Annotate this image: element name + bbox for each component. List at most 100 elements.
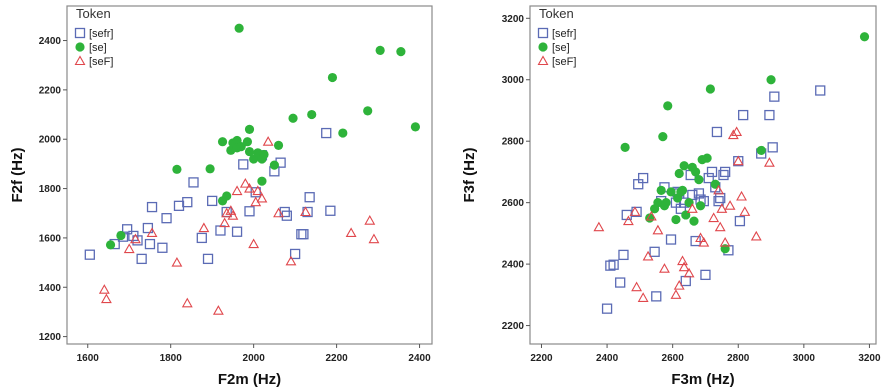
legend-marker-sefr xyxy=(539,29,548,38)
data-point-seF xyxy=(369,235,378,243)
data-point-sefr xyxy=(148,203,157,212)
legend-entry-se: [se] xyxy=(89,42,107,54)
data-point-seF xyxy=(716,223,725,231)
legend-entry-sefr: [sefr] xyxy=(89,28,113,40)
data-points xyxy=(594,32,869,313)
data-point-sefr xyxy=(245,207,254,216)
y-tick-label: 3000 xyxy=(502,75,525,86)
y-tick-label: 1600 xyxy=(39,233,62,244)
data-point-seF xyxy=(632,283,641,291)
data-point-se xyxy=(270,161,279,170)
y-axis-label: F2f (Hz) xyxy=(9,148,26,203)
data-point-se xyxy=(657,186,666,195)
legend-entry-se: [se] xyxy=(552,42,570,54)
data-point-seF xyxy=(752,232,761,240)
y-tick-label: 3200 xyxy=(502,14,525,25)
data-point-se xyxy=(711,180,720,189)
data-point-se xyxy=(681,210,690,219)
data-point-sefr xyxy=(305,193,314,202)
data-point-se xyxy=(328,73,337,82)
y-tick-label: 1400 xyxy=(39,283,62,294)
data-point-seF xyxy=(639,293,648,301)
y-tick-label: 2200 xyxy=(39,85,62,96)
legend-title: Token xyxy=(539,6,574,21)
data-point-seF xyxy=(765,158,774,166)
data-point-se xyxy=(363,106,372,115)
data-point-seF xyxy=(685,269,694,277)
data-point-se xyxy=(338,128,347,137)
legend-marker-seF xyxy=(76,57,85,65)
x-tick-label: 3000 xyxy=(793,353,816,364)
x-tick-label: 1600 xyxy=(77,353,100,364)
data-point-se xyxy=(222,191,231,200)
data-point-sefr xyxy=(322,129,331,138)
x-axis-label: F2m (Hz) xyxy=(218,371,281,388)
y-tick-label: 1200 xyxy=(39,332,62,343)
data-point-seF xyxy=(726,201,735,209)
data-point-se xyxy=(671,215,680,224)
x-tick-label: 2200 xyxy=(530,353,553,364)
data-point-seF xyxy=(678,257,687,265)
data-point-sefr xyxy=(291,249,300,258)
data-point-seF xyxy=(740,207,749,215)
x-tick-label: 3200 xyxy=(858,353,881,364)
data-point-seF xyxy=(729,131,738,139)
data-point-sefr xyxy=(85,250,94,259)
legend-entry-sefr: [sefr] xyxy=(552,28,576,40)
data-point-seF xyxy=(734,157,743,165)
data-point-se xyxy=(396,47,405,56)
data-point-se xyxy=(675,169,684,178)
data-point-sefr xyxy=(216,226,225,235)
data-point-sefr xyxy=(299,230,308,239)
data-point-sefr xyxy=(816,86,825,95)
data-point-seF xyxy=(365,216,374,224)
data-point-se xyxy=(684,198,693,207)
data-point-se xyxy=(257,177,266,186)
data-point-se xyxy=(706,84,715,93)
y-tick-label: 2600 xyxy=(502,198,525,209)
x-tick-label: 2400 xyxy=(408,353,431,364)
data-point-sefr xyxy=(233,227,242,236)
y-tick-label: 2400 xyxy=(502,260,525,271)
data-point-sefr xyxy=(735,217,744,226)
data-point-sefr xyxy=(239,160,248,169)
y-tick-label: 2800 xyxy=(502,137,525,148)
data-point-sefr xyxy=(326,206,335,215)
data-point-sefr xyxy=(137,254,146,263)
data-point-se xyxy=(721,244,730,253)
data-point-sefr xyxy=(603,304,612,313)
legend-marker-se xyxy=(75,42,84,51)
x-tick-label: 2200 xyxy=(325,353,348,364)
data-point-sefr xyxy=(712,127,721,136)
data-point-seF xyxy=(199,224,208,232)
legend-marker-sefr xyxy=(76,29,85,38)
data-point-seF xyxy=(125,245,134,253)
legend-entry-seF: [seF] xyxy=(89,56,113,68)
data-point-sefr xyxy=(619,250,628,259)
data-point-seF xyxy=(660,264,669,272)
scatter-chart-1: 1600 1800 2000 2200 2400 1200 1400 1600 1800 2000… xyxy=(9,6,432,388)
data-point-se xyxy=(116,231,125,240)
data-point-se xyxy=(307,110,316,119)
data-point-sefr xyxy=(681,277,690,286)
x-tick-label: 2400 xyxy=(596,353,619,364)
data-point-sefr xyxy=(768,143,777,152)
data-point-se xyxy=(218,137,227,146)
data-point-sefr xyxy=(616,278,625,287)
data-point-sefr xyxy=(282,211,291,220)
data-point-seF xyxy=(594,223,603,231)
plot-frame xyxy=(530,6,876,344)
data-point-seF xyxy=(233,187,242,195)
data-point-se xyxy=(694,175,703,184)
data-point-sefr xyxy=(204,254,213,263)
data-point-seF xyxy=(183,299,192,307)
data-point-sefr xyxy=(162,214,171,223)
data-point-seF xyxy=(264,137,273,145)
data-point-sefr xyxy=(708,167,717,176)
data-point-se xyxy=(376,46,385,55)
data-point-seF xyxy=(680,263,689,271)
data-point-se xyxy=(172,165,181,174)
data-point-se xyxy=(621,143,630,152)
data-point-seF xyxy=(347,228,356,236)
data-point-se xyxy=(860,32,869,41)
